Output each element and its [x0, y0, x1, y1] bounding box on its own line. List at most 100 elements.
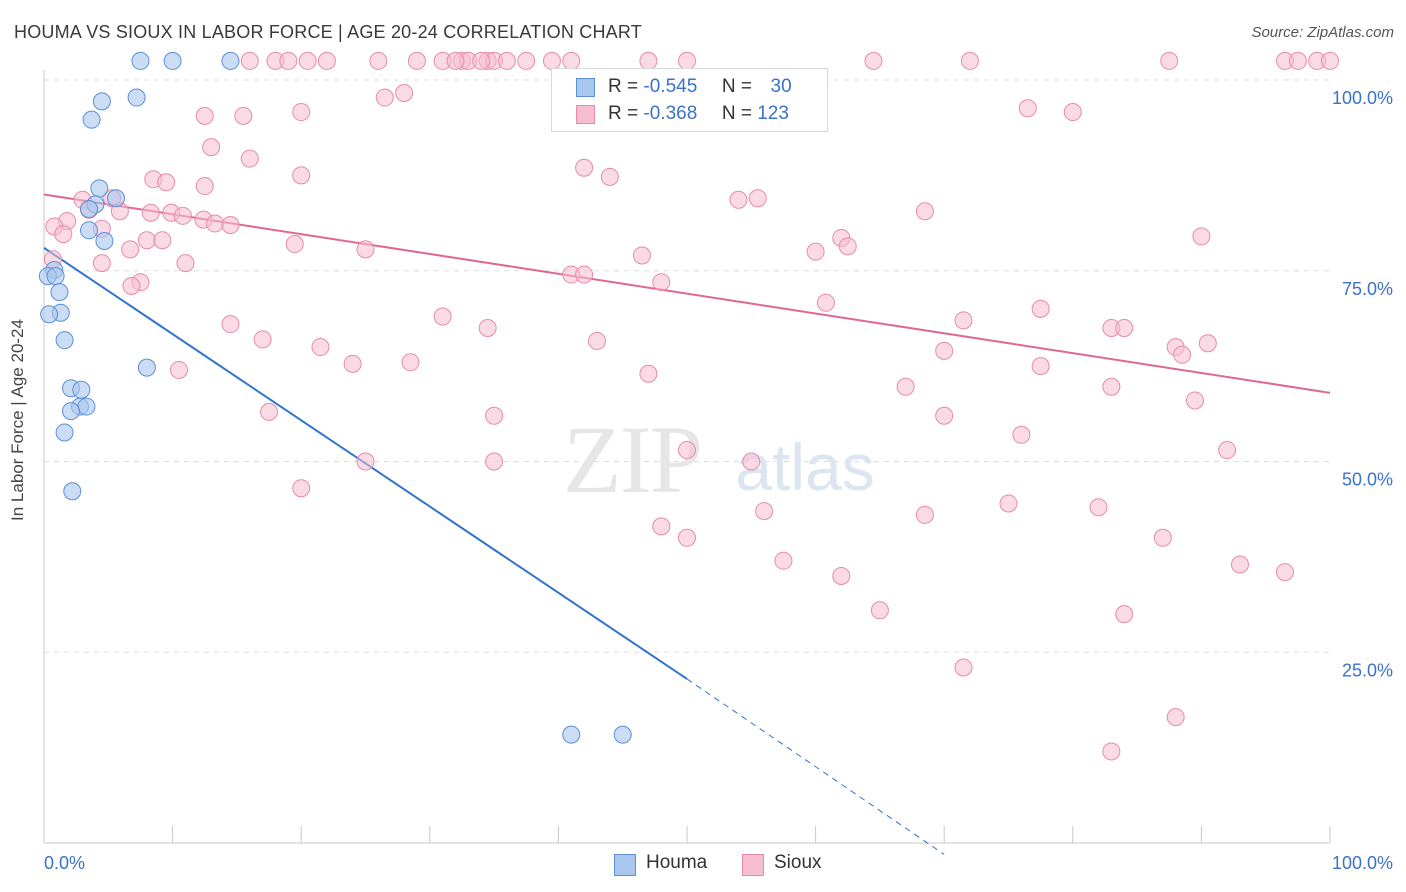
- sioux-point-18: [864, 51, 883, 70]
- sioux-point-55: [206, 214, 225, 233]
- sioux-point-125: [1102, 742, 1121, 761]
- sioux-n-label: N =: [721, 103, 752, 124]
- sioux-point-27: [395, 83, 414, 102]
- sioux-point-102: [935, 406, 954, 425]
- sioux-point-82: [478, 318, 497, 337]
- sioux-point-62: [153, 231, 172, 250]
- houma-point-2: [221, 51, 240, 70]
- sioux-point-70: [92, 254, 111, 273]
- houma-point-23: [77, 397, 96, 416]
- houma-point-19: [137, 358, 156, 377]
- sioux-point-53: [173, 206, 192, 225]
- houma-point-28: [613, 725, 632, 744]
- sioux-point-115: [1153, 528, 1172, 547]
- stats-legend: R = -0.545 N = 30 R = -0.368 N = 123: [551, 68, 828, 132]
- sioux-point-90: [1198, 334, 1217, 353]
- houma-legend-swatch: [614, 854, 636, 876]
- sioux-point-112: [755, 502, 774, 521]
- sioux-point-108: [742, 452, 761, 471]
- sioux-point-16: [542, 51, 561, 70]
- trend-lines: [43, 193, 1331, 855]
- y-tick-label-50: 50.0%: [1342, 470, 1393, 490]
- sioux-point-80: [433, 307, 452, 326]
- houma-point-25: [55, 423, 74, 442]
- houma-point-14: [46, 267, 65, 286]
- sioux-point-75: [122, 277, 141, 296]
- sioux-swatch: [576, 105, 595, 124]
- houma-trend-extension: [686, 678, 945, 855]
- sioux-point-30: [1063, 103, 1082, 122]
- sioux-point-105: [356, 452, 375, 471]
- houma-point-1: [163, 51, 182, 70]
- chart-title: HOUMA VS SIOUX IN LABOR FORCE | AGE 20-2…: [14, 22, 642, 42]
- sioux-point-13: [472, 51, 491, 70]
- sioux-legend-swatch: [742, 854, 764, 876]
- sioux-points: [44, 51, 1339, 761]
- axes: [43, 70, 1331, 844]
- sioux-point-34: [202, 138, 221, 157]
- houma-point-5: [82, 110, 101, 129]
- sioux-point-96: [639, 364, 658, 383]
- y-tick-label-100: 100.0%: [1332, 88, 1393, 108]
- sioux-point-44: [729, 190, 748, 209]
- sioux-point-73: [575, 265, 594, 284]
- sioux-n-value: 123: [757, 103, 789, 124]
- houma-point-4: [92, 92, 111, 111]
- sioux-point-87: [587, 331, 606, 350]
- sioux-point-4: [317, 51, 336, 70]
- sioux-point-56: [221, 215, 240, 234]
- sioux-point-67: [806, 242, 825, 261]
- sioux-stats: R = -0.368 N = 123: [608, 103, 789, 125]
- sioux-point-48: [1192, 227, 1211, 246]
- sioux-point-76: [652, 273, 671, 292]
- houma-point-10: [80, 221, 99, 240]
- houma-n-value: 30: [770, 76, 792, 97]
- houma-point-0: [131, 51, 150, 70]
- houma-r-value: -0.545: [643, 76, 698, 97]
- sioux-point-41: [195, 177, 214, 196]
- houma-points: [38, 51, 632, 744]
- sioux-point-45: [748, 189, 767, 208]
- sioux-point-107: [678, 441, 696, 460]
- sioux-r-label: R =: [608, 103, 639, 124]
- houma-point-27: [562, 725, 581, 744]
- sioux-point-31: [195, 106, 214, 125]
- houma-point-21: [72, 380, 91, 399]
- houma-point-9: [80, 199, 99, 218]
- sioux-point-64: [285, 235, 304, 254]
- houma-point-26: [63, 482, 82, 501]
- sioux-point-86: [311, 338, 330, 357]
- houma-legend-label: Houma: [646, 852, 708, 873]
- sioux-point-63: [121, 240, 140, 259]
- sioux-point-103: [1012, 425, 1031, 444]
- sioux-point-110: [1089, 498, 1108, 517]
- sioux-point-92: [401, 353, 420, 372]
- houma-swatch: [576, 78, 595, 97]
- sioux-point-2: [279, 51, 298, 70]
- sioux-point-91: [935, 341, 954, 360]
- sioux-point-100: [260, 402, 279, 421]
- sioux-r-value: -0.368: [643, 103, 698, 124]
- sioux-point-25: [639, 51, 658, 70]
- sioux-point-118: [1230, 555, 1249, 574]
- sioux-point-94: [1031, 357, 1050, 376]
- houma-r-label: R =: [608, 76, 639, 97]
- sioux-point-36: [575, 158, 594, 177]
- sioux-point-81: [221, 315, 240, 334]
- sioux-point-19: [960, 51, 979, 70]
- houma-point-18: [55, 331, 74, 350]
- sioux-point-68: [838, 237, 857, 256]
- sioux-point-32: [234, 106, 253, 125]
- y-axis-label: In Labor Force | Age 20-24: [8, 319, 27, 521]
- houma-n-label: N =: [721, 76, 752, 97]
- sioux-point-111: [915, 505, 934, 524]
- sioux-point-17: [562, 51, 581, 70]
- sioux-point-66: [632, 246, 651, 265]
- sioux-point-78: [954, 311, 973, 330]
- houma-point-3: [127, 88, 146, 107]
- sioux-point-29: [1018, 99, 1037, 118]
- sioux-point-38: [292, 166, 311, 185]
- sioux-point-117: [774, 551, 793, 570]
- sioux-point-89: [1173, 345, 1192, 364]
